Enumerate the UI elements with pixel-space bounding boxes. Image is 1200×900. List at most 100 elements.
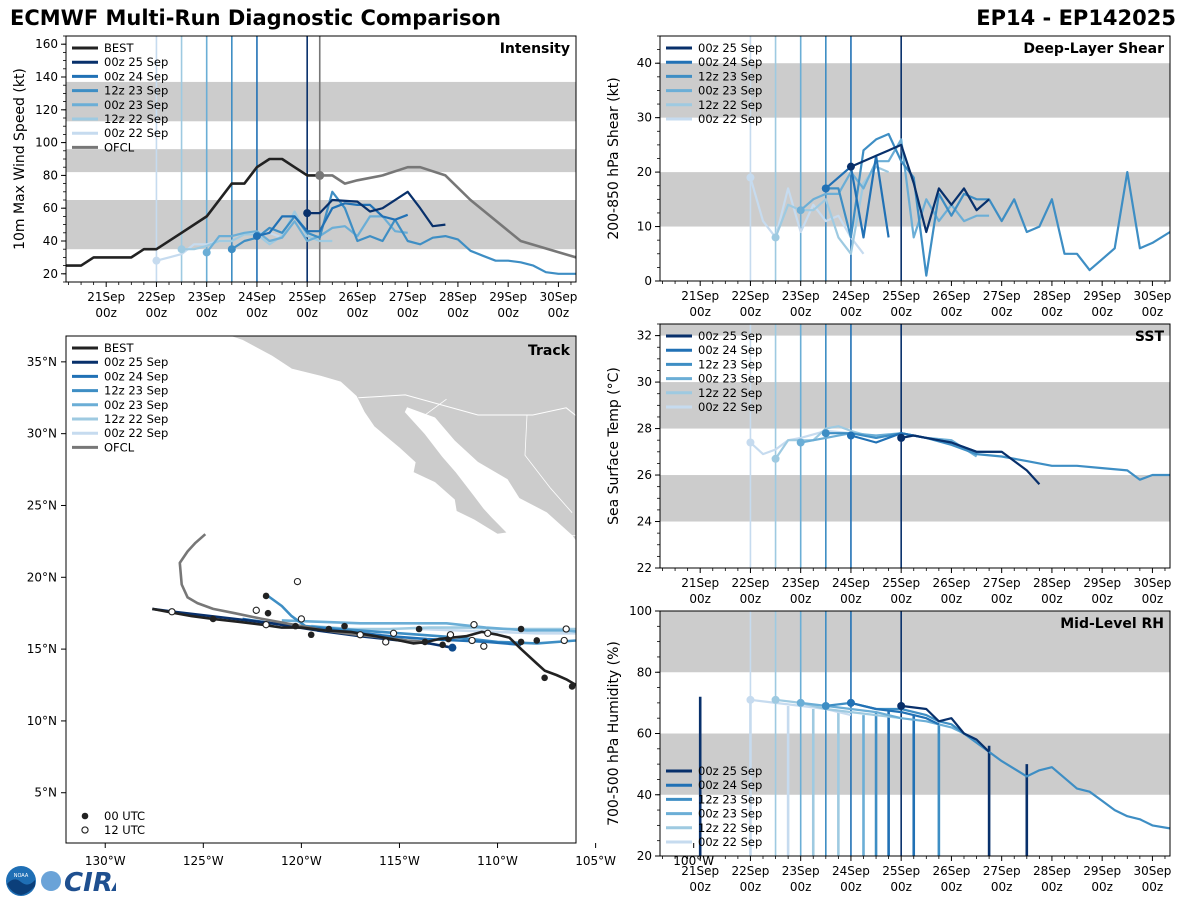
series-line-00z-24-sep (850, 701, 940, 726)
track-point-00utc (439, 641, 446, 649)
y-tick-label: 20 (43, 267, 58, 281)
x-tick-label: 30Sep (1133, 289, 1171, 303)
track-point-00utc (262, 592, 270, 600)
x-tick-label: 27Sep (983, 576, 1021, 590)
legend-label: 00z 22 Sep (698, 112, 762, 126)
cira-globe-icon (41, 871, 61, 891)
track-point-12utc (642, 629, 648, 635)
x-tick-sublabel: 00z (1142, 592, 1164, 606)
x-tick-sublabel: 00z (95, 306, 117, 320)
y-tick-label: 160 (35, 37, 58, 51)
legend-label: 12z 23 Sep (104, 84, 168, 98)
x-tick-label: 23Sep (782, 864, 820, 878)
y-tick-label: 20 (637, 165, 652, 179)
y-tick-label: 5°N (34, 786, 57, 800)
panel-title: Track (528, 343, 571, 359)
x-tick-sublabel: 00z (840, 305, 862, 319)
x-tick-label: 28Sep (1033, 576, 1071, 590)
x-tick-label: 26Sep (932, 289, 970, 303)
x-tick-label: 22Sep (731, 289, 769, 303)
series-start-marker (303, 209, 312, 218)
series-start-marker (746, 173, 755, 182)
legend-label: 00z 23 Sep (698, 372, 762, 386)
series-line-00z-23-sep (205, 215, 408, 254)
x-tick-label: 29Sep (489, 290, 527, 304)
land-mass (228, 336, 576, 543)
track-point-00utc (292, 622, 299, 630)
x-tick-sublabel: 00z (1041, 592, 1063, 606)
series-line-ofcl (319, 165, 576, 259)
x-tick-label: 24Sep (832, 289, 870, 303)
track-line-ofcl (178, 533, 427, 644)
x-tick-label: 125°W (183, 854, 224, 868)
y-tick-label: 30°N (27, 427, 57, 441)
x-tick-label: 30Sep (539, 290, 577, 304)
legend-label: BEST (104, 341, 134, 355)
plot-frame (65, 335, 577, 844)
shaded-band (66, 81, 576, 122)
track-line-00z-23-sep (281, 619, 576, 633)
y-tick-label: 20°N (27, 570, 57, 584)
series-start-marker (177, 245, 186, 254)
gulf-of-california (405, 410, 512, 519)
x-tick-sublabel: 00z (890, 880, 912, 894)
series-start-marker (746, 695, 755, 704)
y-tick-label: 28 (637, 422, 652, 436)
x-tick-label: 25Sep (288, 290, 326, 304)
x-tick-label: 23Sep (782, 289, 820, 303)
series-line-00z-23-sep (800, 432, 978, 458)
series-start-marker (252, 232, 261, 241)
y-axis-label: 700-500 hPa Humidity (%) (606, 641, 622, 826)
track-point-12utc (470, 621, 478, 629)
legend-label: 00z 23 Sep (104, 98, 168, 112)
series-start-marker (821, 429, 830, 438)
legend-label: 12z 23 Sep (104, 384, 168, 398)
series-line-00z-25-sep (900, 434, 1041, 486)
legend-label: 00z 24 Sep (698, 778, 762, 792)
cira-wordmark: CIRA (64, 868, 116, 898)
country-border (358, 394, 576, 417)
x-tick-sublabel: 00z (397, 306, 419, 320)
x-tick-sublabel: 00z (790, 880, 812, 894)
track-point-00utc (307, 631, 315, 639)
legend-label: 00z 23 Sep (698, 84, 762, 98)
x-tick-label: 28Sep (1033, 289, 1071, 303)
x-tick-label: 28Sep (439, 290, 477, 304)
track-point-00utc (325, 625, 333, 633)
series-start-marker (771, 233, 780, 242)
legend-label: 00z 24 Sep (104, 369, 168, 383)
track-point-00utc (541, 674, 548, 682)
series-line-best (66, 157, 320, 267)
series-line-00z-24-sep (825, 154, 890, 239)
ofcl-start-marker (315, 170, 325, 180)
legend-label: 00z 22 Sep (104, 426, 168, 440)
x-tick-sublabel: 00z (941, 305, 963, 319)
x-tick-sublabel: 00z (1142, 880, 1164, 894)
x-tick-label: 120°W (281, 854, 322, 868)
series-start-marker (202, 248, 211, 257)
panel-title: Deep-Layer Shear (1023, 41, 1164, 57)
series-line-12z-23-sep (231, 190, 576, 275)
shaded-band (660, 324, 1170, 336)
y-tick-label: 100 (629, 604, 652, 618)
legend-label: 00z 25 Sep (698, 329, 762, 343)
x-tick-sublabel: 00z (991, 305, 1013, 319)
legend-label: 12z 23 Sep (698, 69, 762, 83)
series-start-marker (821, 701, 830, 710)
state-border (572, 534, 576, 536)
x-tick-label: 21Sep (87, 290, 125, 304)
y-axis-label: Sea Surface Temp (°C) (606, 367, 622, 525)
series-line-00z-23-sep (799, 138, 990, 239)
x-tick-sublabel: 00z (740, 305, 762, 319)
x-tick-label: 27Sep (983, 289, 1021, 303)
x-tick-label: 24Sep (832, 576, 870, 590)
x-tick-sublabel: 00z (1091, 592, 1113, 606)
x-tick-label: 23Sep (188, 290, 226, 304)
series-start-marker (152, 256, 161, 265)
x-tick-label: 29Sep (1083, 289, 1121, 303)
series-line-00z-25-sep (307, 190, 446, 228)
y-tick-label: 15°N (27, 642, 57, 656)
